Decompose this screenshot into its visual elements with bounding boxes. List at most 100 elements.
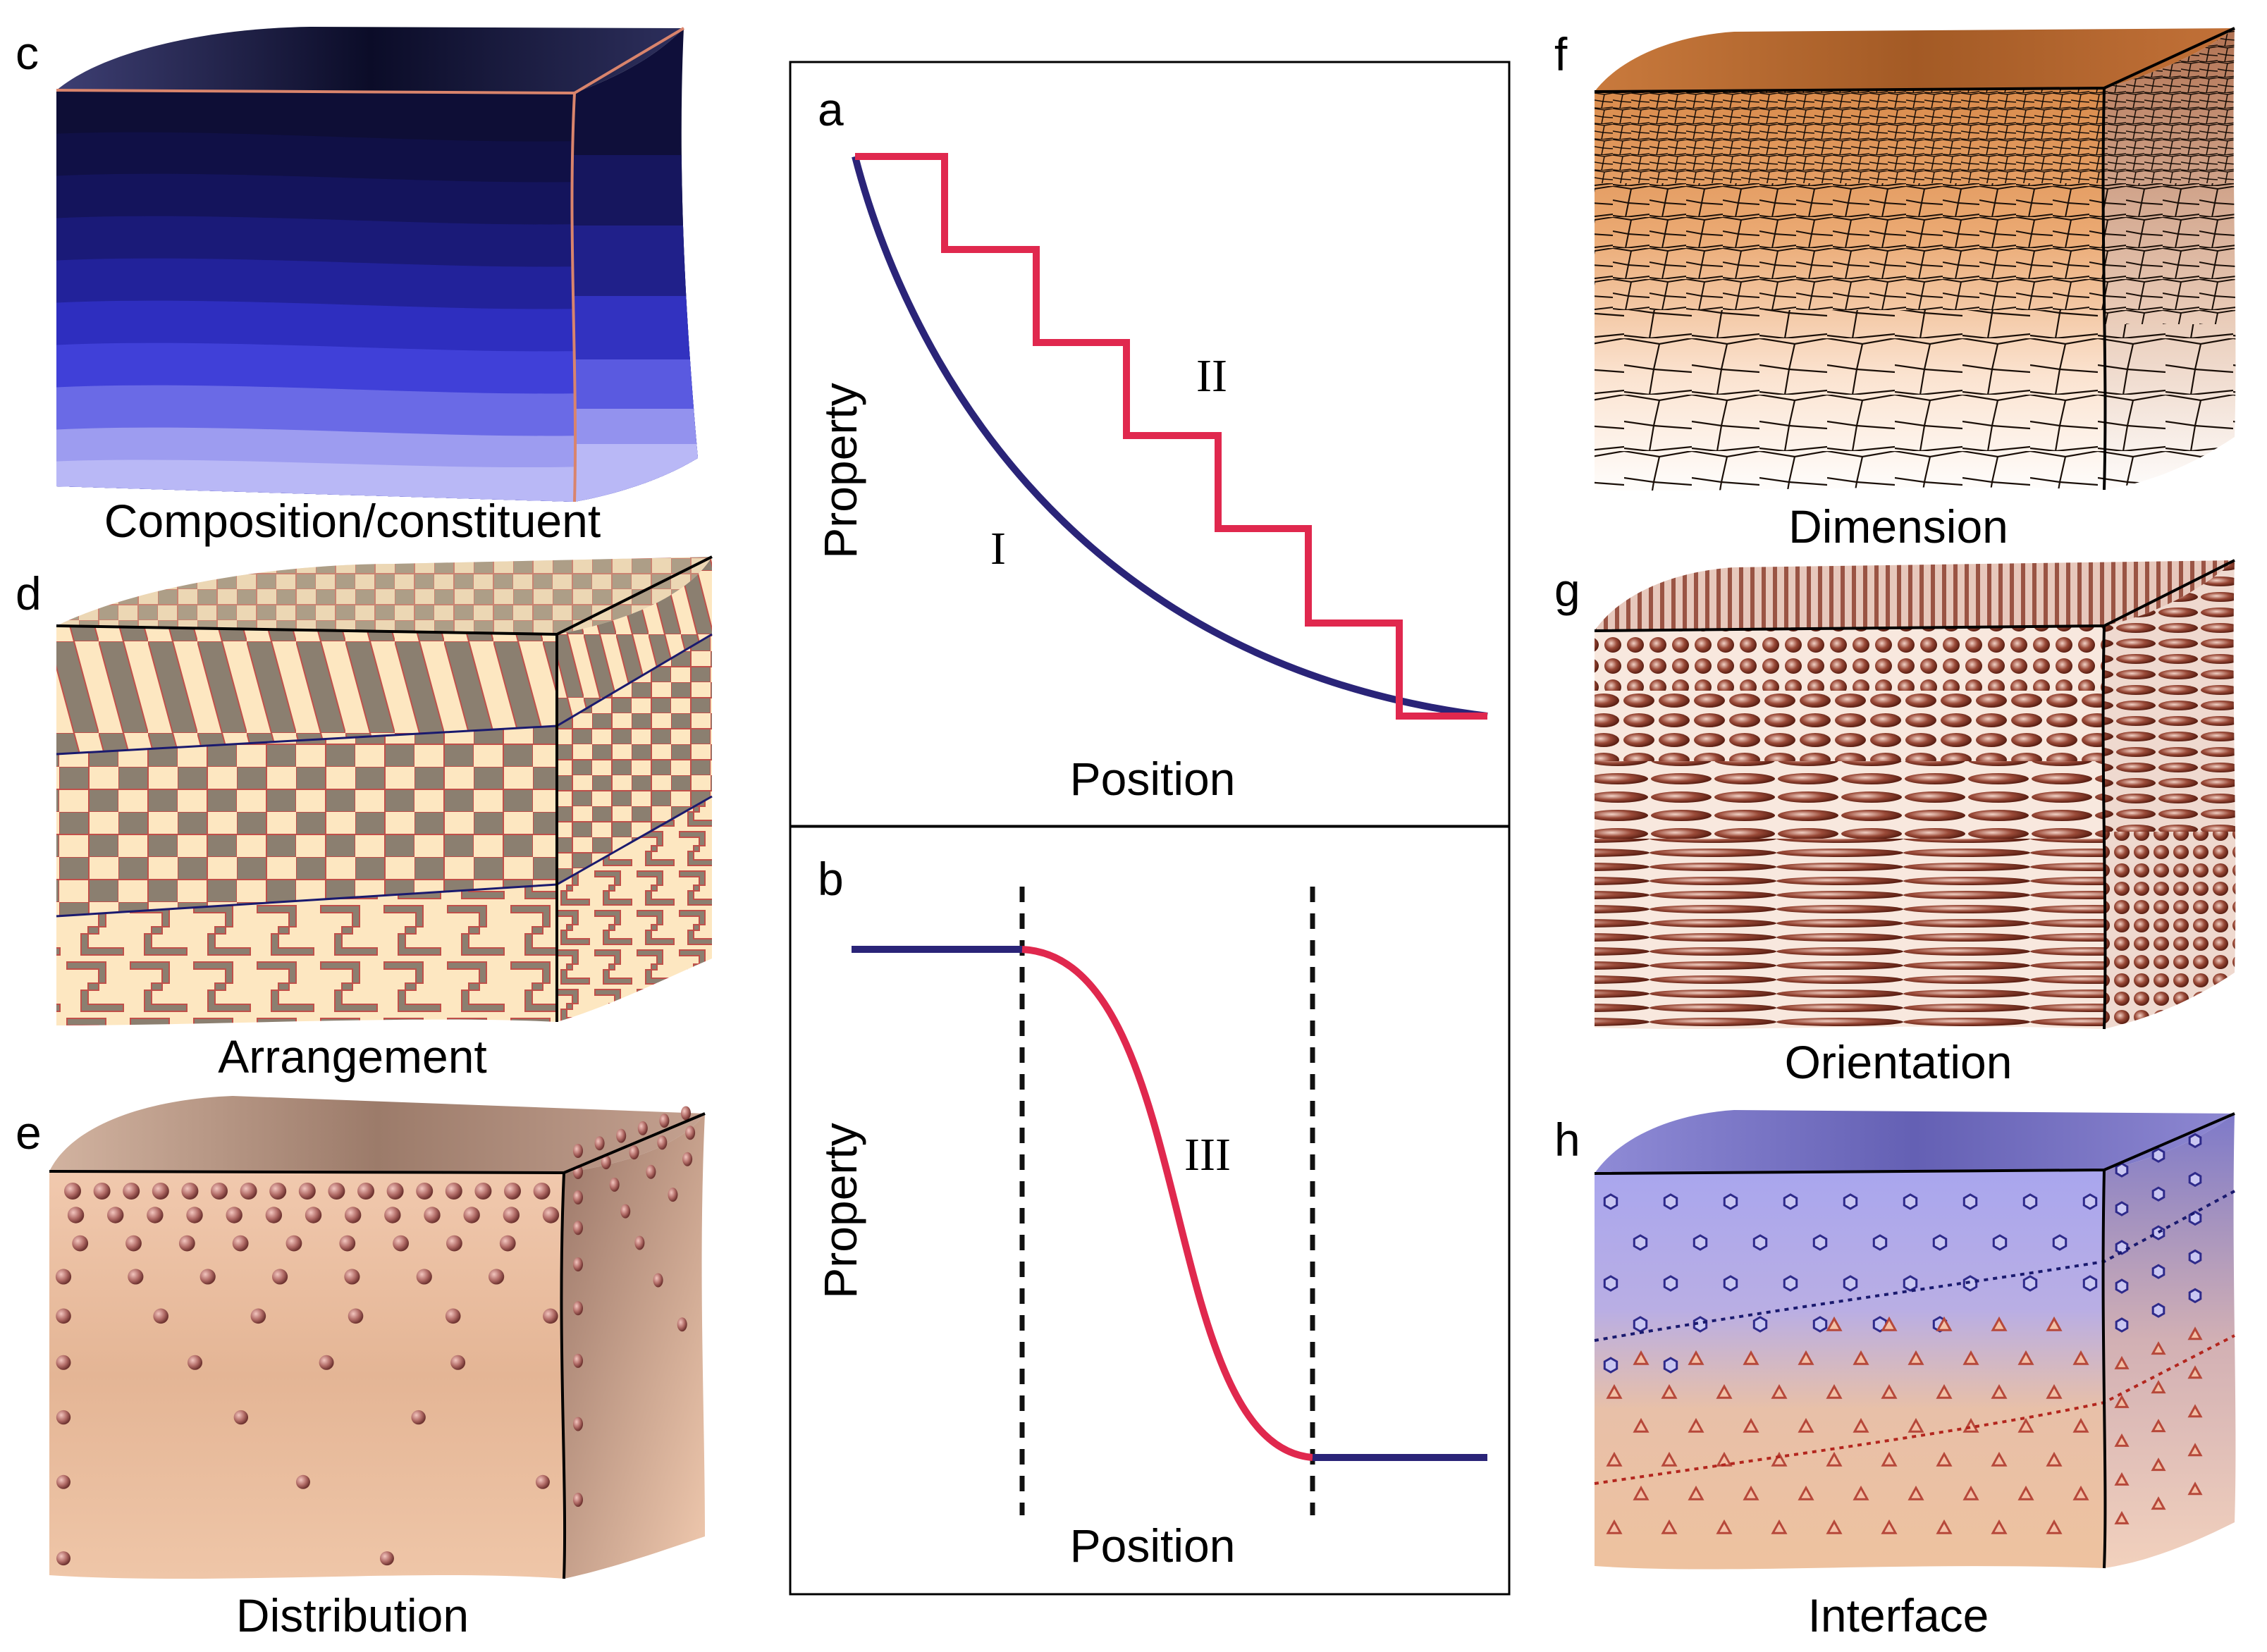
panel-letter-b: b <box>818 853 844 905</box>
particle <box>629 1145 639 1160</box>
triangle-particle <box>2187 1443 2203 1457</box>
triangle-particle <box>2151 1496 2166 1510</box>
panel-letter-c: c <box>16 27 39 79</box>
panel-h: h Interface <box>1554 1110 2236 1641</box>
triangle-particle <box>2017 1350 2034 1365</box>
curve-label-I: I <box>990 523 1006 574</box>
interface-hexagon-particles <box>1603 1133 2202 1374</box>
hexagon-particle <box>2115 1240 2129 1255</box>
particle <box>533 1183 551 1200</box>
interface-boundary-lower <box>1594 1334 2235 1485</box>
hexagon-particle <box>1783 1193 1798 1210</box>
particle <box>178 1235 195 1252</box>
triangle-particle <box>1771 1519 1788 1534</box>
particle <box>125 1235 142 1252</box>
curve-II <box>855 153 1487 720</box>
particle <box>328 1183 345 1200</box>
triangle-particle <box>1826 1451 1843 1467</box>
triangle-particle <box>2072 1485 2089 1500</box>
hexagon-particle <box>1752 1234 1768 1251</box>
triangle-particle <box>1881 1451 1898 1467</box>
hexagon-particle <box>1992 1234 2008 1251</box>
particle <box>445 1308 461 1324</box>
panel-letter-e: e <box>16 1107 42 1159</box>
particle <box>56 1474 70 1489</box>
particle <box>503 1207 520 1223</box>
hexagon-particle <box>1603 1275 1618 1292</box>
panel-letter-d: d <box>16 567 42 620</box>
orientation-side <box>2103 560 2236 1029</box>
triangle-particle <box>1771 1451 1788 1467</box>
triangle-particle <box>2017 1485 2034 1500</box>
hexagon-particle <box>2151 1302 2165 1318</box>
particle <box>233 1410 249 1425</box>
hexagon-particle <box>2022 1193 2038 1210</box>
particle <box>594 1136 605 1151</box>
panel-letter-g: g <box>1554 564 1580 616</box>
particle <box>285 1235 302 1252</box>
particle <box>186 1207 203 1223</box>
triangle-particle <box>2151 1457 2166 1472</box>
composition-top <box>56 27 684 93</box>
particle <box>504 1183 521 1200</box>
particle <box>416 1183 434 1200</box>
panel-d: d Arrangement <box>16 555 713 1083</box>
triangle-particle <box>1962 1350 1979 1365</box>
distribution-front <box>49 1171 565 1579</box>
dimension-side <box>2103 28 2236 490</box>
particle <box>634 1235 645 1250</box>
triangle-particle <box>1936 1316 1953 1331</box>
particle <box>295 1474 310 1489</box>
particle <box>357 1183 374 1200</box>
particle <box>152 1183 169 1200</box>
interface-boundary-upper <box>1594 1190 2235 1342</box>
caption-composition: Composition/constituent <box>104 495 601 547</box>
particle <box>685 1126 696 1140</box>
triangle-particle <box>1826 1383 1843 1399</box>
curve-label-III: III <box>1184 1129 1231 1181</box>
triangle-particle <box>1853 1417 1869 1433</box>
hexagon-particle <box>2115 1201 2129 1216</box>
particle <box>56 1551 70 1566</box>
particle <box>344 1269 360 1285</box>
panel-f: f Dimension <box>1554 27 2236 553</box>
triangle-particle <box>1688 1417 1704 1433</box>
triangle-particle <box>1743 1417 1759 1433</box>
triangle-particle <box>2017 1417 2034 1433</box>
panel-a: a II I Property Position <box>789 61 1511 828</box>
caption-orientation: Orientation <box>1785 1036 2013 1088</box>
panel-b-y-label: Property <box>814 1123 866 1298</box>
triangle-particle <box>1881 1519 1898 1534</box>
transition-curve-III <box>1021 946 1313 1461</box>
particle <box>659 1114 670 1128</box>
particle <box>416 1269 432 1285</box>
panel-c: c Composition/constituent <box>16 27 698 547</box>
triangle-particle <box>2187 1404 2203 1418</box>
triangle-particle <box>2114 1472 2130 1486</box>
triangle-particle <box>1743 1485 1759 1500</box>
hexagon-particle <box>1663 1275 1678 1292</box>
particle <box>56 1410 71 1425</box>
triangle-particle <box>2072 1417 2089 1433</box>
triangle-particle <box>1688 1485 1704 1500</box>
particle <box>339 1235 356 1252</box>
particle <box>573 1144 583 1158</box>
interface-top <box>1595 1110 2235 1173</box>
triangle-particle <box>2151 1380 2166 1394</box>
particle <box>67 1207 85 1223</box>
hexagon-particle <box>1663 1357 1678 1374</box>
hexagon-particle <box>1692 1234 1708 1251</box>
triangle-particle <box>1826 1519 1843 1534</box>
dimension-edges <box>1594 27 2235 491</box>
triangle-particle <box>1771 1383 1788 1399</box>
panel-e: e Distribution <box>16 1096 706 1641</box>
particle <box>56 1308 71 1324</box>
triangle-particle <box>1881 1383 1898 1399</box>
particle <box>93 1183 111 1200</box>
composition-front <box>56 90 576 502</box>
panel-letter-a: a <box>818 83 844 135</box>
particle <box>543 1308 558 1324</box>
particle <box>573 1301 583 1316</box>
triangle-particle <box>1716 1519 1733 1534</box>
hexagon-particle <box>1812 1234 1828 1251</box>
